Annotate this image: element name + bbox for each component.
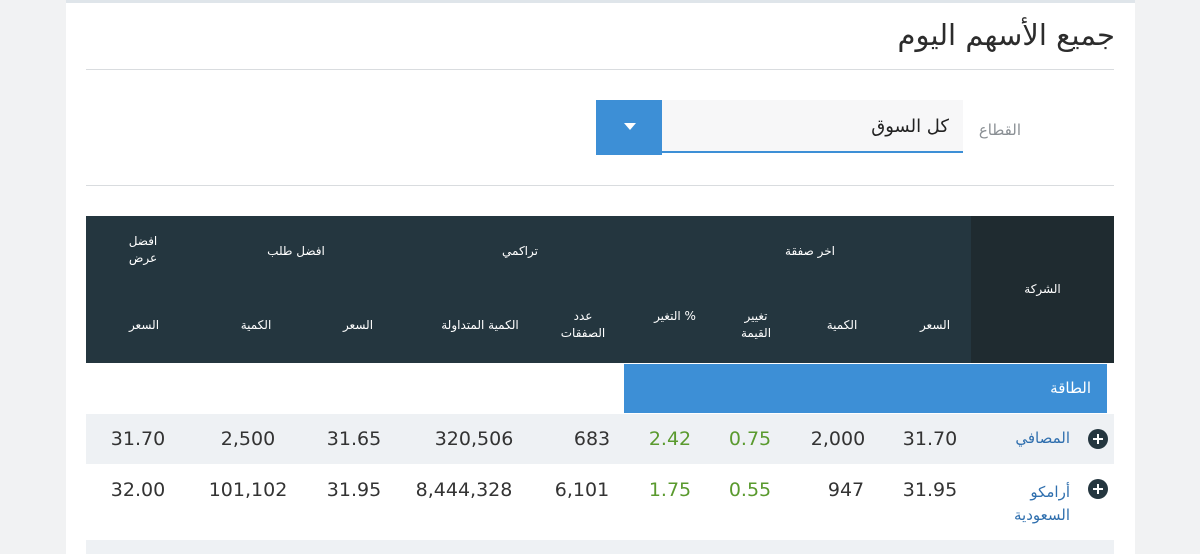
table-row[interactable]: [86, 414, 1114, 464]
col-bid-price[interactable]: السعر: [342, 318, 374, 332]
col-bid-qty[interactable]: الكمية: [240, 318, 272, 332]
table-row[interactable]: [86, 464, 1114, 540]
col-traded-qty[interactable]: الكمية المتداولة: [441, 318, 519, 332]
caret-down-icon: [624, 123, 636, 130]
cell-pct-change: 2.42: [648, 428, 692, 450]
group-cumulative: تراكمي: [502, 244, 538, 258]
cell-bid-qty: 2,500: [220, 428, 276, 450]
cell-num-deals: 683: [573, 428, 611, 450]
cell-qty: 947: [827, 479, 865, 501]
cell-price: 31.70: [902, 428, 958, 450]
sector-select-value: كل السوق: [871, 116, 949, 137]
filter-divider: [86, 185, 1114, 186]
col-offer-price[interactable]: السعر: [128, 318, 160, 332]
sector-filter-label: القطاع: [978, 121, 1021, 139]
cell-offer-price: 32.00: [110, 479, 166, 501]
table-header: [86, 216, 1114, 363]
cell-bid-price: 31.95: [326, 479, 382, 501]
group-best-offer: افضل عرض: [128, 234, 158, 265]
col-value-change[interactable]: تغيير القيمة: [740, 309, 772, 340]
expand-plus-icon[interactable]: [1088, 429, 1108, 449]
cell-value-change: 0.75: [728, 428, 772, 450]
cell-value-change: 0.55: [728, 479, 772, 501]
col-pct-change[interactable]: % التغير: [654, 309, 696, 323]
cell-traded-qty: 8,444,328: [415, 479, 513, 501]
cell-pct-change: 1.75: [648, 479, 692, 501]
cell-num-deals: 6,101: [554, 479, 610, 501]
cell-bid-price: 31.65: [326, 428, 382, 450]
cell-traded-qty: 320,506: [434, 428, 514, 450]
col-price[interactable]: السعر: [919, 318, 951, 332]
cell-offer-price: 31.70: [110, 428, 166, 450]
company-link[interactable]: المصافي: [1015, 429, 1070, 447]
sector-select[interactable]: كل السوق: [662, 100, 963, 153]
cell-bid-qty: 101,102: [208, 479, 288, 501]
sector-section-label: الطاقة: [1050, 379, 1091, 397]
group-best-bid: افضل طلب: [267, 244, 325, 258]
company-link[interactable]: أرامكو السعودية: [1013, 483, 1070, 524]
cell-price: 31.95: [902, 479, 958, 501]
sector-dropdown-button[interactable]: [596, 100, 662, 155]
group-last-deal: اخر صفقة: [785, 244, 835, 258]
title-divider: [86, 69, 1114, 70]
col-qty[interactable]: الكمية: [826, 318, 858, 332]
col-num-deals[interactable]: عدد الصفقات: [560, 309, 606, 340]
table-row[interactable]: [86, 540, 1114, 554]
col-company[interactable]: الشركة: [1024, 282, 1061, 296]
page-title: جميع الأسهم اليوم: [897, 18, 1115, 52]
cell-qty: 2,000: [810, 428, 866, 450]
expand-plus-icon[interactable]: [1088, 479, 1108, 499]
sector-section-bar[interactable]: الطاقة: [624, 364, 1107, 413]
company-header-cell: [971, 216, 1114, 363]
